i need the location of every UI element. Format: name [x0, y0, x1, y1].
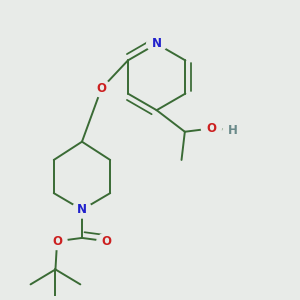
Text: H: H: [228, 124, 238, 136]
Ellipse shape: [223, 122, 243, 138]
Text: O: O: [102, 235, 112, 248]
Ellipse shape: [72, 201, 92, 218]
Text: N: N: [77, 203, 87, 216]
Ellipse shape: [97, 233, 117, 250]
Ellipse shape: [201, 120, 221, 137]
Ellipse shape: [147, 35, 166, 52]
Ellipse shape: [92, 80, 111, 97]
Text: O: O: [96, 82, 106, 95]
Text: O: O: [206, 122, 216, 135]
Ellipse shape: [47, 233, 67, 250]
Text: N: N: [152, 37, 162, 50]
Text: O: O: [52, 235, 62, 248]
